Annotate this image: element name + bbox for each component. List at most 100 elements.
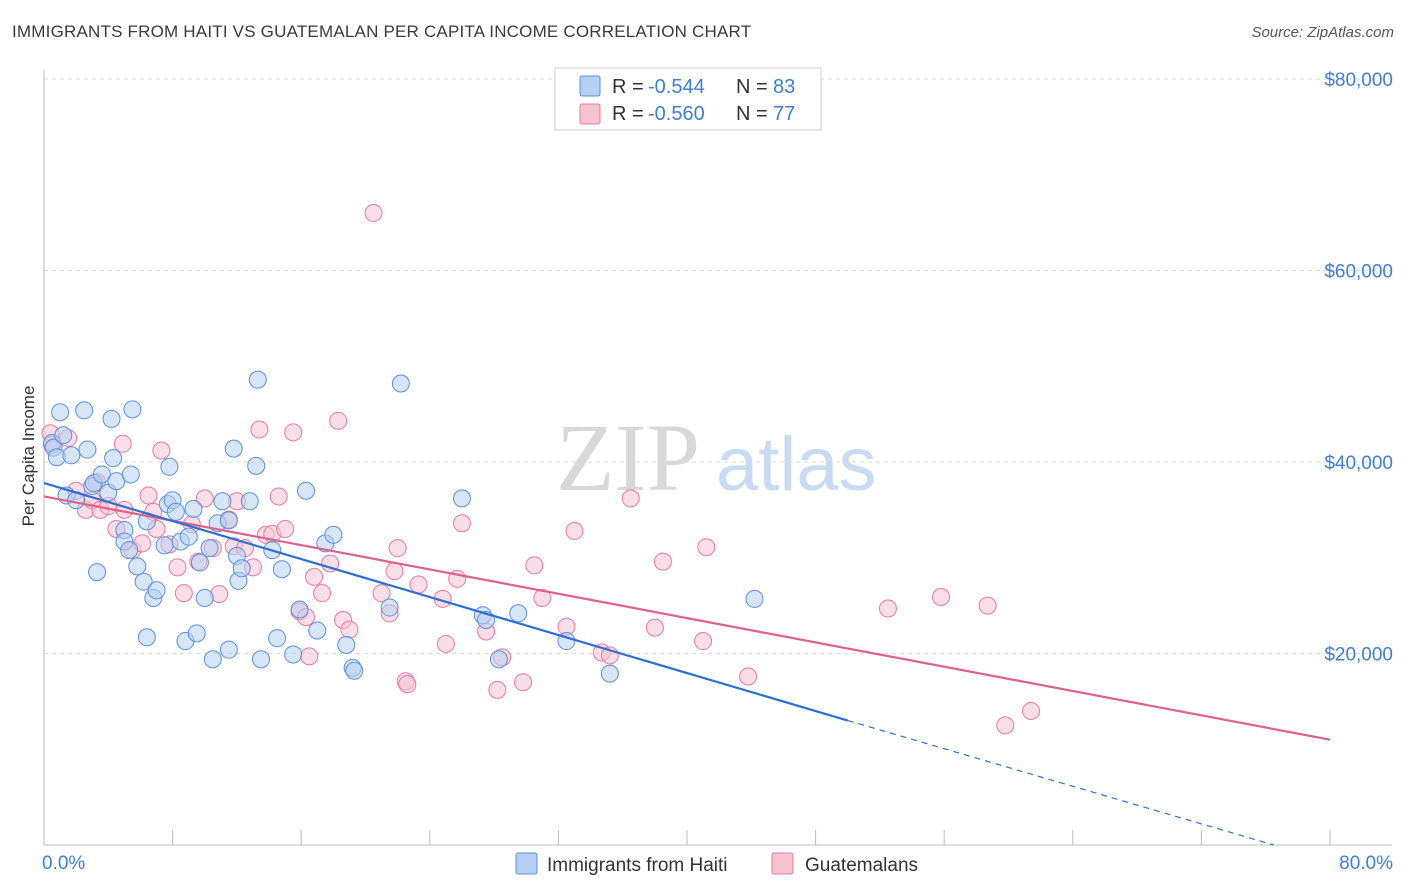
haiti-point <box>120 541 139 560</box>
haiti-point <box>134 572 153 591</box>
y-axis-title: Per Capita Income <box>19 386 38 527</box>
guatemalans-point <box>385 562 404 581</box>
y-tick-label: $80,000 <box>1324 70 1393 91</box>
guatemalans-point <box>276 520 295 539</box>
haiti-point <box>345 661 364 680</box>
legend-pink-r-label: R = <box>612 103 644 125</box>
haiti-trend-line-extension <box>847 719 1274 846</box>
y-axis-tick-labels: $20,000 $40,000 $60,000 $80,000 <box>1324 70 1393 666</box>
guatemalans-point <box>653 552 672 571</box>
haiti-point <box>102 409 121 428</box>
guatemalans-point <box>697 538 716 557</box>
guatemalans-point <box>269 487 288 506</box>
stats-legend: R = -0.544 N = 83 R = -0.560 N = 77 <box>554 67 822 131</box>
legend-swatch-pink <box>579 103 601 125</box>
guatemalans-point <box>340 620 359 639</box>
haiti-point <box>248 370 267 389</box>
haiti-point <box>190 553 209 572</box>
watermark-atlas: atlas <box>716 422 877 507</box>
guatemalans-point <box>931 588 950 607</box>
series-legend: Immigrants from Haiti Guatemalans <box>515 852 918 876</box>
x-axis-ticks <box>43 830 1331 845</box>
haiti-point <box>62 446 81 465</box>
haiti-point <box>213 492 232 511</box>
guatemalans-point <box>878 599 897 618</box>
guatemalans-point <box>195 489 214 508</box>
haiti-point <box>297 481 316 500</box>
legend-blue-r-value: -0.544 <box>648 76 705 98</box>
guatemalans-point <box>152 441 171 460</box>
haiti-trend-line <box>43 482 849 722</box>
haiti-point <box>54 426 73 445</box>
haiti-point <box>195 588 214 607</box>
guatemalans-point <box>996 716 1015 735</box>
haiti-point <box>272 560 291 579</box>
haiti-point <box>240 492 259 511</box>
guatemalans-trend-line <box>43 495 1331 741</box>
haiti-point <box>232 559 251 578</box>
guatemalans-point <box>364 204 383 223</box>
legend-blue-n-label: N = <box>736 76 768 98</box>
haiti-point <box>219 640 238 659</box>
legend-blue-r-label: R = <box>612 76 644 98</box>
legend-blue-n-value: 83 <box>773 76 795 98</box>
haiti-point <box>75 401 94 420</box>
haiti-point <box>219 511 238 530</box>
haiti-point <box>509 604 528 623</box>
chart-title: IMMIGRANTS FROM HAITI VS GUATEMALAN PER … <box>12 22 752 41</box>
source-credit: Source: ZipAtlas.com <box>1251 24 1394 41</box>
haiti-point <box>247 456 266 475</box>
haiti-point <box>184 499 203 518</box>
guatemalans-point <box>621 489 640 508</box>
haiti-point <box>128 557 147 576</box>
guatemalans-point <box>436 634 455 653</box>
x-tick-label-max: 80.0% <box>1339 853 1393 874</box>
haiti-point <box>284 645 303 664</box>
legend-item-haiti-swatch <box>515 852 538 875</box>
guatemalans-point <box>452 514 471 533</box>
haiti-point <box>160 457 179 476</box>
guatemalans-point <box>488 680 507 699</box>
haiti-point <box>252 650 271 669</box>
guatemalans-points <box>41 204 1041 735</box>
legend-item-guatemalans-label: Guatemalans <box>805 855 918 876</box>
haiti-point <box>166 502 185 521</box>
haiti-point <box>600 664 619 683</box>
watermark: ZIP atlas <box>556 404 877 511</box>
guatemalans-point <box>533 588 552 607</box>
haiti-point <box>337 635 356 654</box>
haiti-point <box>121 465 140 484</box>
trend-lines <box>43 482 1331 846</box>
guatemalans-point <box>174 584 193 603</box>
haiti-point <box>51 403 70 422</box>
guatemalans-point <box>645 618 664 637</box>
guatemalans-point <box>113 434 132 453</box>
guatemalans-point <box>514 673 533 692</box>
axes <box>43 70 1392 846</box>
legend-item-guatemalans-swatch <box>771 852 794 875</box>
guatemalans-point <box>398 675 417 694</box>
y-tick-label: $60,000 <box>1324 262 1393 283</box>
guatemalans-point <box>305 567 324 586</box>
guatemalans-point <box>388 539 407 558</box>
legend-swatch-blue <box>579 75 601 97</box>
haiti-point <box>147 581 166 600</box>
haiti-point <box>224 439 243 458</box>
haiti-point <box>380 598 399 617</box>
haiti-point <box>123 400 142 419</box>
guatemalans-point <box>313 584 332 603</box>
guatemalans-point <box>372 584 391 603</box>
haiti-point <box>308 621 327 640</box>
guatemalans-point <box>565 521 584 540</box>
haiti-point <box>489 650 508 669</box>
haiti-point <box>187 624 206 643</box>
haiti-point <box>78 440 97 459</box>
guatemalans-point <box>250 420 269 439</box>
guatemalans-point <box>300 647 319 666</box>
guatemalans-point <box>284 423 303 442</box>
haiti-point <box>391 374 410 393</box>
legend-pink-n-label: N = <box>736 103 768 125</box>
haiti-point <box>200 539 219 558</box>
haiti-point <box>203 650 222 669</box>
